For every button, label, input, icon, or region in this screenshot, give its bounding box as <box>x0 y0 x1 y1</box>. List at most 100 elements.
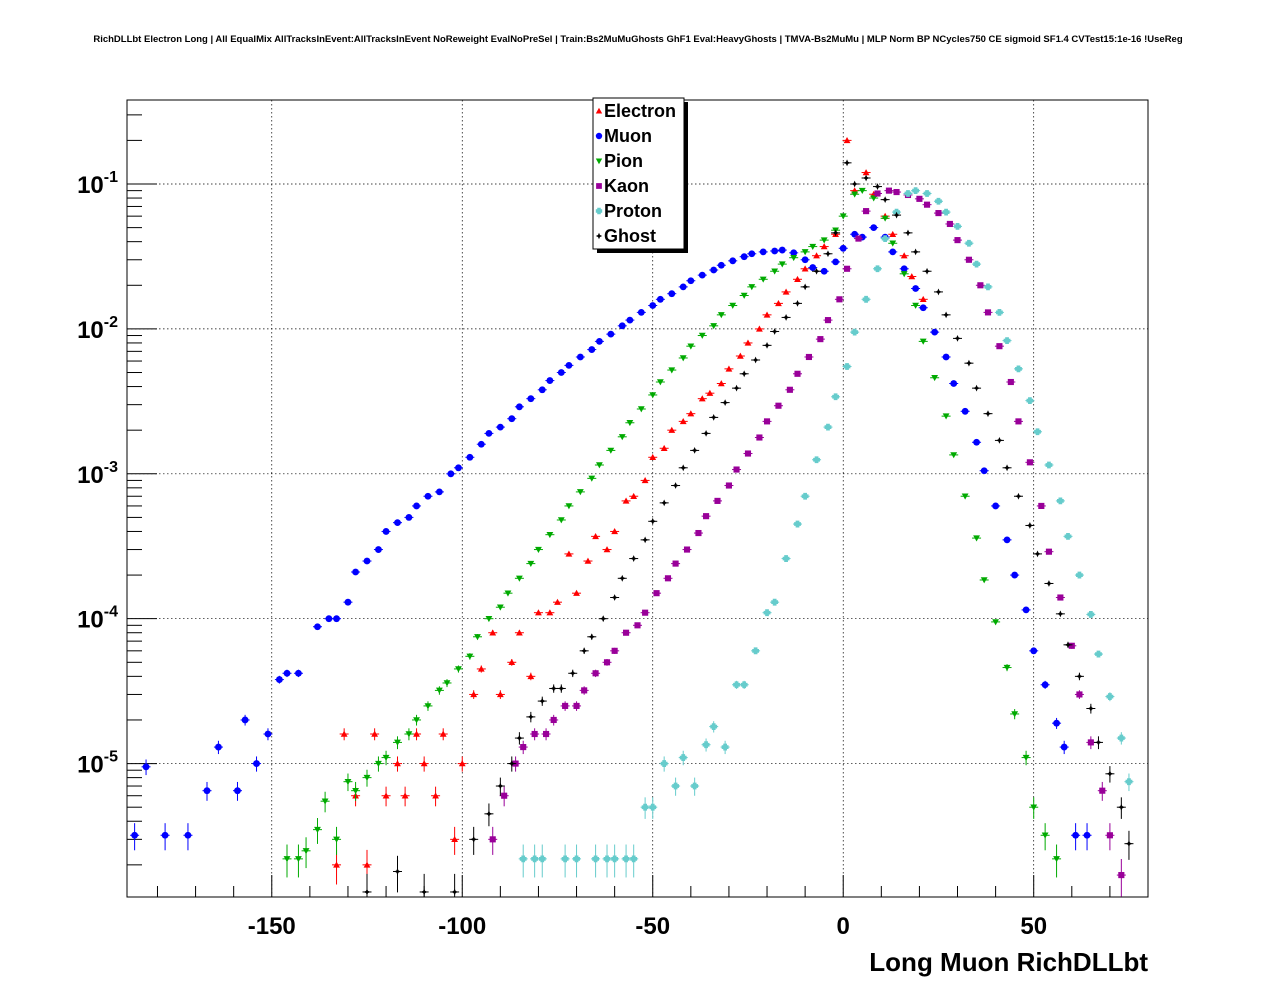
data-point <box>778 261 786 268</box>
data-point <box>756 325 763 332</box>
data-point <box>649 302 657 309</box>
data-point <box>375 760 382 767</box>
y-tick-base: 10 <box>77 462 104 489</box>
data-point <box>1038 502 1045 509</box>
data-point <box>515 403 523 411</box>
legend-box <box>592 97 685 250</box>
data-point <box>752 356 760 364</box>
data-point <box>954 334 961 342</box>
y-tick-label: 10-4 <box>77 604 118 634</box>
data-point <box>961 407 969 415</box>
data-point <box>832 393 840 401</box>
data-point <box>455 464 462 472</box>
data-point <box>851 191 859 198</box>
data-point <box>630 492 638 499</box>
data-point <box>710 323 718 330</box>
data-point <box>656 295 664 303</box>
y-tick-exponent: -1 <box>104 169 118 186</box>
data-point <box>649 803 657 811</box>
data-point <box>546 531 554 539</box>
data-point <box>931 328 939 336</box>
y-tick-base: 10 <box>77 607 104 634</box>
data-point <box>333 615 340 623</box>
legend-marker-proton <box>595 207 603 215</box>
data-point <box>893 188 900 196</box>
data-point <box>363 774 371 782</box>
data-point <box>535 609 542 616</box>
data-point <box>1095 739 1102 746</box>
data-point <box>1045 548 1053 555</box>
data-point <box>519 855 527 863</box>
data-point <box>778 246 786 254</box>
data-point <box>447 470 455 478</box>
data-point <box>961 493 969 500</box>
data-point <box>805 353 812 361</box>
data-point <box>580 647 588 655</box>
data-point <box>565 361 573 369</box>
data-point <box>531 855 539 863</box>
data-point <box>264 730 272 738</box>
data-point <box>984 283 992 291</box>
data-point <box>321 798 329 805</box>
y-tick-label: 10-2 <box>77 314 118 344</box>
data-point <box>562 702 569 709</box>
data-point <box>634 622 641 629</box>
data-point <box>744 339 752 346</box>
data-point <box>508 760 516 767</box>
data-point <box>942 208 950 216</box>
data-point <box>900 265 908 273</box>
data-point <box>1007 378 1014 386</box>
legend-label-kaon: Kaon <box>604 176 649 196</box>
data-point <box>344 598 352 606</box>
data-point <box>668 426 676 433</box>
data-point <box>1003 464 1011 472</box>
data-point <box>466 653 474 660</box>
data-point <box>843 159 851 167</box>
y-tick-base: 10 <box>77 752 104 779</box>
data-point <box>538 386 546 394</box>
data-point <box>740 370 748 378</box>
data-point <box>496 691 504 698</box>
data-point <box>950 380 958 387</box>
data-point <box>1056 497 1064 505</box>
data-point <box>451 888 459 896</box>
data-point <box>679 417 687 425</box>
data-point <box>740 292 748 299</box>
data-point <box>893 211 900 219</box>
data-point <box>275 676 283 683</box>
data-point <box>885 187 893 194</box>
data-point <box>1125 778 1133 786</box>
data-point <box>565 503 573 510</box>
x-tick-label: -50 <box>635 913 670 940</box>
data-point <box>466 453 474 461</box>
data-point <box>642 609 649 616</box>
data-point <box>554 598 561 605</box>
data-point <box>912 248 920 256</box>
legend-label-pion: Pion <box>604 151 643 171</box>
y-tick-exponent: -2 <box>104 314 118 331</box>
data-point <box>702 741 710 749</box>
data-point <box>557 685 565 692</box>
data-point <box>1060 743 1068 751</box>
data-point <box>973 384 980 392</box>
data-point <box>916 195 923 202</box>
data-point <box>394 868 401 875</box>
data-layer <box>130 136 1134 897</box>
data-point <box>679 355 687 362</box>
data-point <box>710 723 718 730</box>
data-point <box>573 589 580 596</box>
data-point <box>763 311 771 318</box>
data-point <box>820 267 828 275</box>
data-point <box>1041 832 1049 839</box>
data-point <box>664 575 672 582</box>
data-point <box>801 256 809 264</box>
legend-marker-kaon <box>596 183 602 189</box>
data-point <box>314 623 321 631</box>
data-point <box>801 249 809 256</box>
data-point <box>771 247 779 255</box>
data-point <box>942 311 950 319</box>
data-point <box>996 343 1003 350</box>
data-point <box>477 440 485 448</box>
